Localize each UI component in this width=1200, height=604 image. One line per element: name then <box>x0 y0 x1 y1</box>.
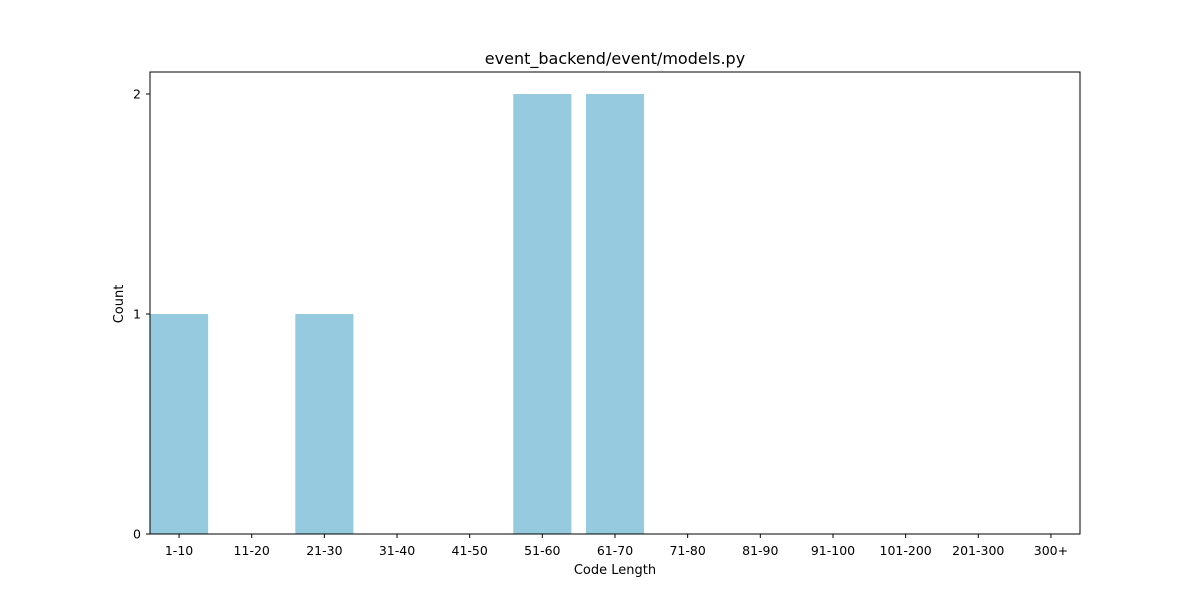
bar-21-30 <box>295 314 353 534</box>
bar-51-60 <box>513 94 571 534</box>
x-tick-label: 91-100 <box>811 543 855 558</box>
bars-group <box>150 94 644 534</box>
x-tick-label: 11-20 <box>234 543 270 558</box>
x-tick-label: 101-200 <box>880 543 932 558</box>
bar-61-70 <box>586 94 644 534</box>
x-tick-label: 61-70 <box>597 543 633 558</box>
x-tick-label: 1-10 <box>165 543 193 558</box>
x-tick-label: 300+ <box>1034 543 1068 558</box>
bar-1-10 <box>150 314 208 534</box>
y-axis-label: Count <box>112 285 127 324</box>
x-tick-label: 41-50 <box>452 543 488 558</box>
x-tick-label: 81-90 <box>742 543 778 558</box>
x-tick-label: 71-80 <box>669 543 705 558</box>
x-tick-label: 201-300 <box>952 543 1004 558</box>
chart-title: event_backend/event/models.py <box>485 49 745 69</box>
y-tick-label: 1 <box>133 307 141 322</box>
y-tick-label: 2 <box>133 87 141 102</box>
y-tick-label: 0 <box>133 527 141 542</box>
x-tick-label: 51-60 <box>524 543 560 558</box>
x-tick-label: 21-30 <box>306 543 342 558</box>
x-tick-label: 31-40 <box>379 543 415 558</box>
x-axis-label: Code Length <box>574 563 656 578</box>
